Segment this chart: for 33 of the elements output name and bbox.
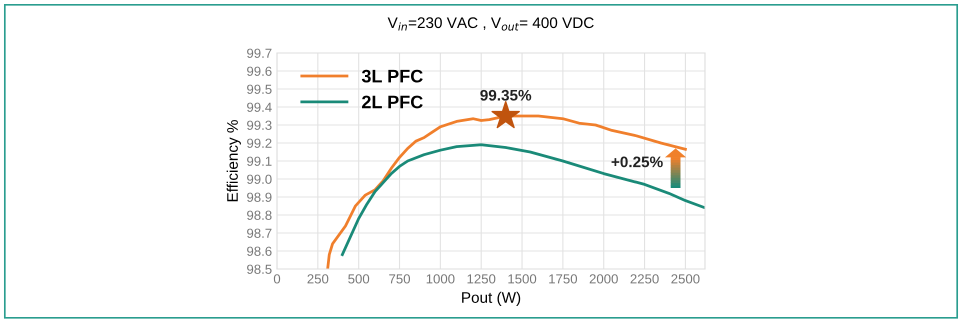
x-tick-label: 250	[307, 274, 328, 284]
line-series	[326, 114, 687, 269]
y-tick-label: 98.8	[247, 210, 272, 220]
y-tick-label: 99.6	[247, 66, 272, 76]
x-tick-label: 1500	[508, 274, 536, 284]
x-tick-label: 1250	[468, 274, 496, 284]
annotation: 99.35%	[480, 90, 532, 101]
y-tick-label: 99.3	[247, 120, 272, 130]
chart-title: V$_{in}$=230 VAC , V$_{out}$= 400 VDC	[388, 17, 594, 31]
x-axis-title: Pout (W)	[462, 292, 520, 306]
y-axis-title: Efficiency %	[226, 120, 241, 202]
x-tick-label: 2000	[590, 274, 618, 284]
y-tick-label: 99.1	[247, 156, 272, 166]
y-tick-label: 99.2	[247, 138, 272, 148]
y-tick-label: 99.7	[247, 48, 272, 58]
x-tick-label: 500	[348, 274, 370, 284]
x-tick-label: 1750	[549, 274, 578, 284]
x-tick-label: 2500	[671, 274, 700, 284]
legend-label: 2L PFC	[362, 96, 423, 108]
x-tick-label: 2250	[630, 274, 659, 284]
y-tick-label: 98.9	[247, 192, 272, 202]
y-tick-label: 99.0	[247, 174, 272, 184]
y-tick-label: 98.6	[247, 246, 272, 256]
y-tick-label: 98.5	[247, 264, 272, 274]
line-series	[340, 143, 705, 256]
annotation: +0.25%	[612, 156, 663, 168]
y-tick-label: 99.4	[247, 102, 272, 112]
x-tick-label: 1000	[426, 274, 455, 284]
y-tick-label: 98.7	[247, 228, 272, 238]
legend-label: 3L PFC	[362, 70, 423, 83]
y-tick-label: 99.5	[247, 84, 272, 94]
x-tick-label: 0	[274, 274, 280, 284]
x-tick-label: 750	[389, 274, 410, 284]
